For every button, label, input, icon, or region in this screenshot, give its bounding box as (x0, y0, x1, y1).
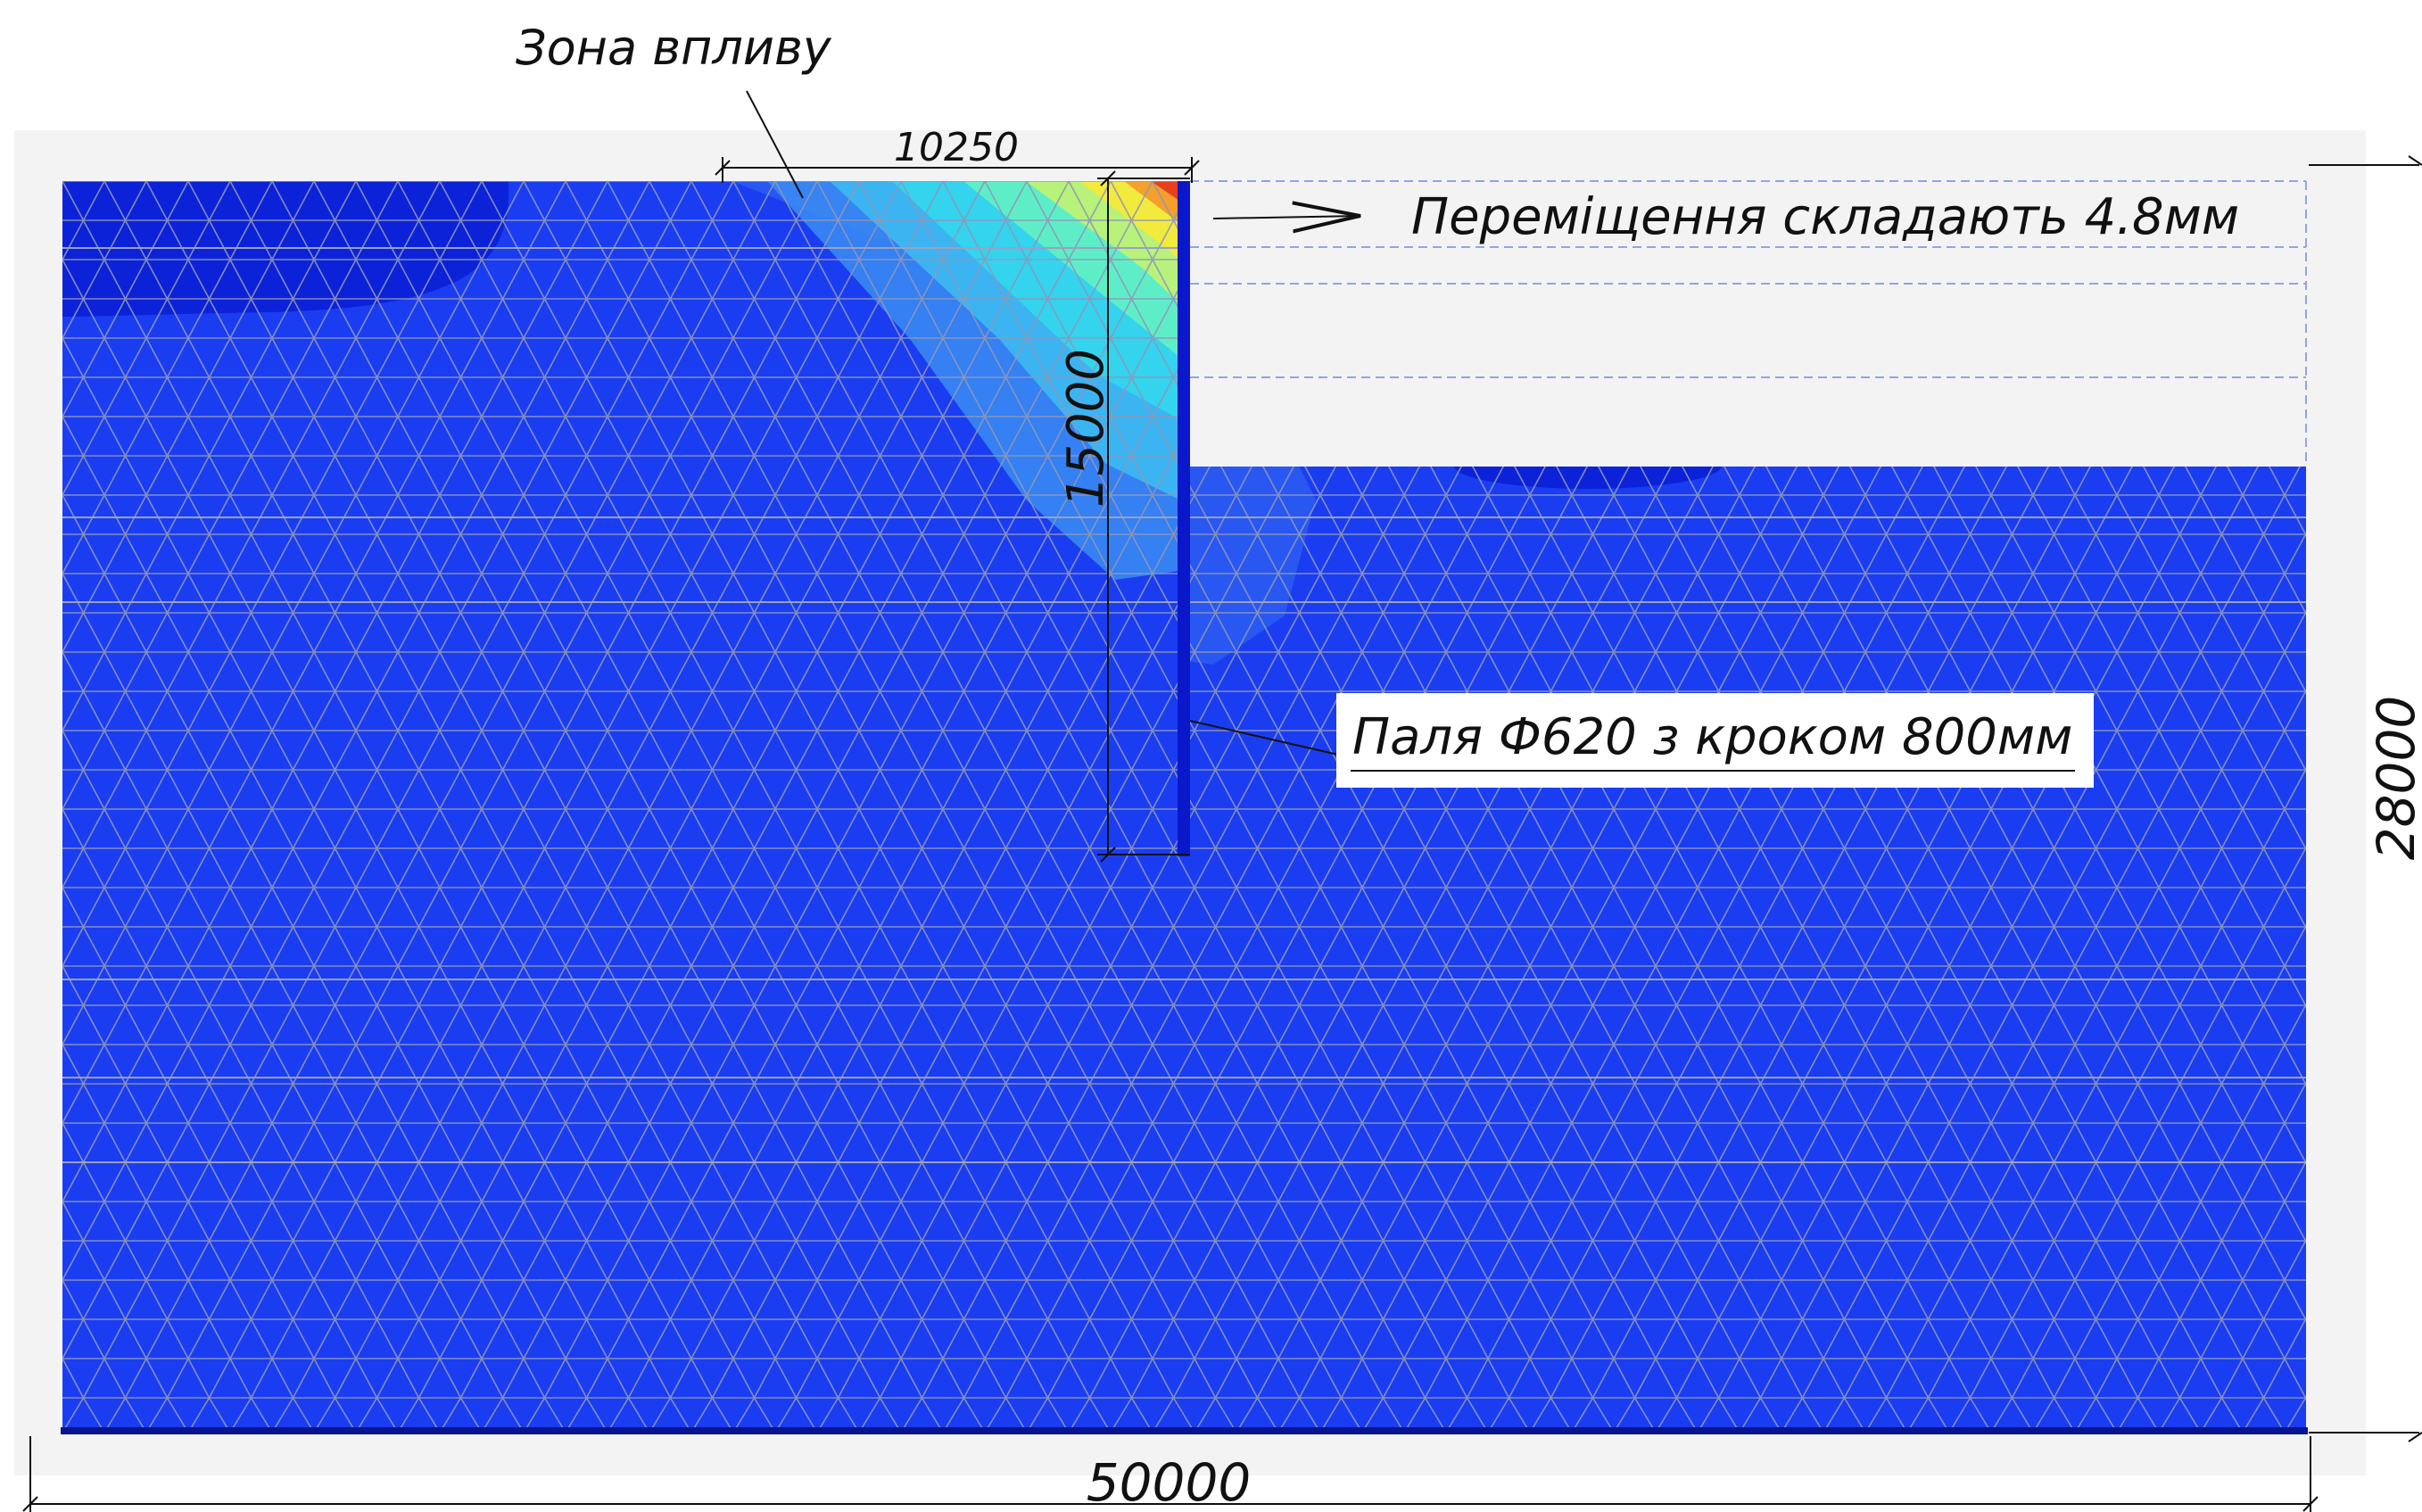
dimension-zone-width (715, 157, 1200, 183)
model-width-value: 50000 (1087, 1452, 1252, 1512)
model-height-value: 28000 (2366, 696, 2422, 861)
pile (1178, 181, 1190, 856)
dimension-model-height (2309, 155, 2422, 1442)
pile-depth-value: 15000 (1057, 349, 1115, 508)
zone-width-value: 10250 (894, 125, 1019, 170)
displacement-callout: Переміщення складають 4.8мм (1212, 188, 2239, 246)
influence-zone-label: Зона впливу (516, 20, 832, 76)
excavation-outline (1190, 180, 2307, 467)
dimension-model-width (22, 1436, 2319, 1512)
dimension-pile-depth (1097, 170, 1190, 863)
displacement-label: Переміщення складають 4.8мм (1411, 188, 2239, 246)
pile-callout: Паля Ф620 з кроком 800мм (1189, 693, 2094, 788)
bottom-boundary (61, 1427, 2308, 1434)
pile-label: Паля Ф620 з кроком 800мм (1352, 708, 2072, 766)
influence-zone-callout: Зона впливу (516, 20, 832, 199)
